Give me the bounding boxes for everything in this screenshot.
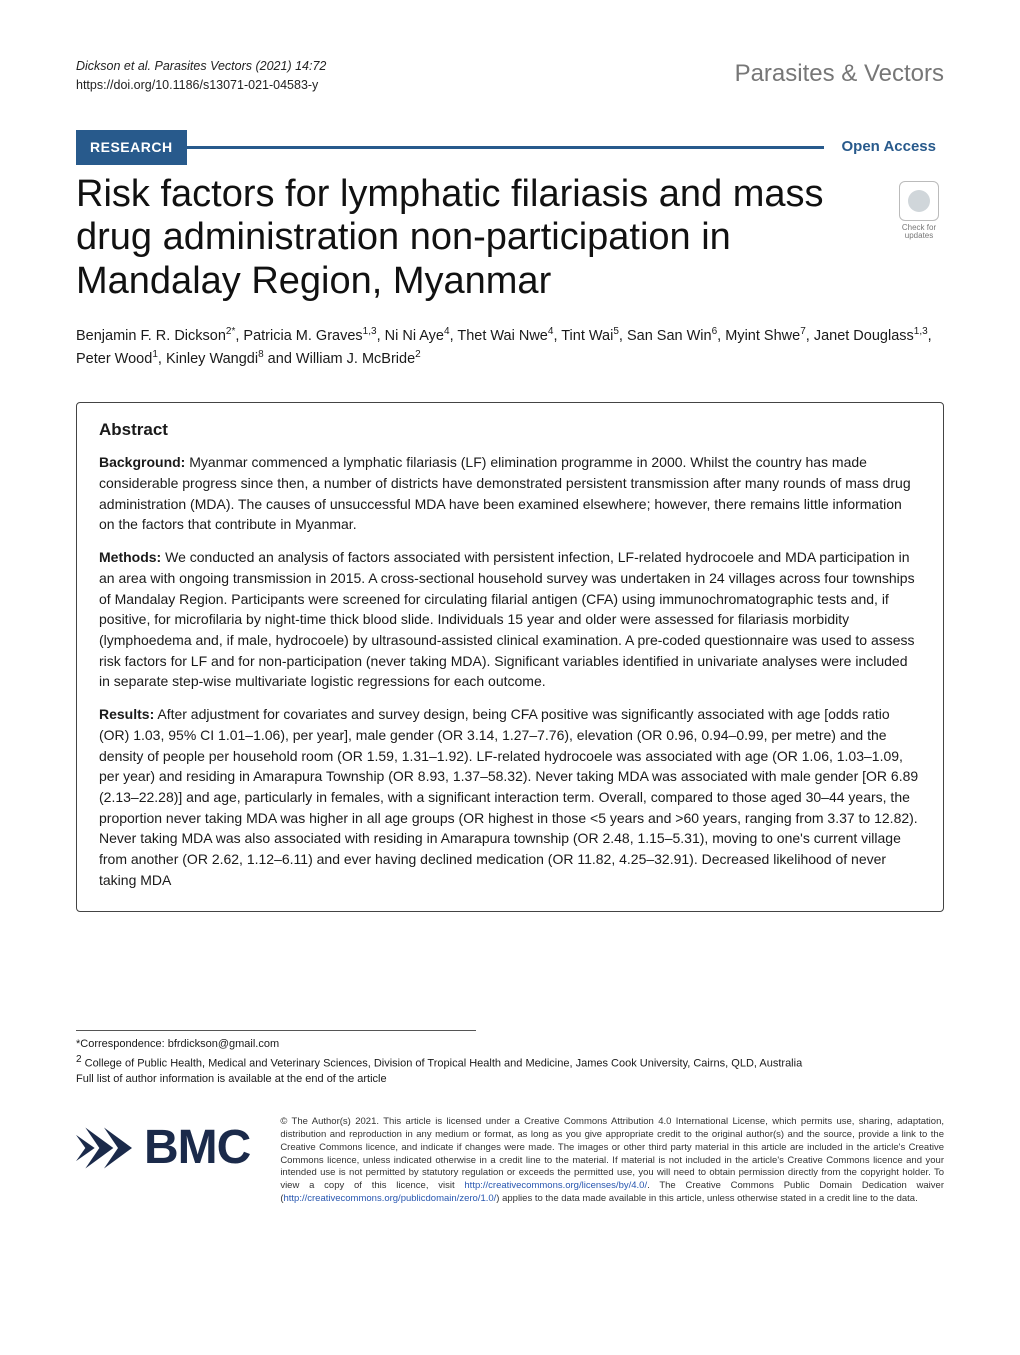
abstract-box: Abstract Background: Myanmar commenced a… [76,402,944,911]
affil: 4 [548,326,554,337]
bmc-logo-block: BMC [76,1116,250,1181]
author: San San Win [627,328,712,344]
abstract-results: Results: After adjustment for covariates… [99,704,921,890]
doi: https://doi.org/10.1186/s13071-021-04583… [76,77,326,94]
author: William J. McBride [296,351,415,367]
affil: 6 [712,326,718,337]
author: Thet Wai Nwe [457,328,548,344]
footer: BMC © The Author(s) 2021. This article i… [76,1116,944,1206]
journal-name: Parasites & Vectors [735,58,944,90]
abstract-heading: Abstract [99,419,921,442]
results-label: Results: [99,706,154,722]
affil: 2* [226,326,235,337]
license-link-cc0[interactable]: http://creativecommons.org/publicdomain/… [283,1193,496,1204]
author: Patricia M. Graves [243,328,362,344]
author: Myint Shwe [725,328,800,344]
affil: 4 [444,326,450,337]
affil: 7 [800,326,806,337]
background-text: Myanmar commenced a lymphatic filariasis… [99,454,911,532]
crossmark-label: Check for updates [894,224,944,242]
affil: 1,3 [914,326,928,337]
license-link-ccby[interactable]: http://creativecommons.org/licenses/by/4… [464,1180,647,1191]
results-text: After adjustment for covariates and surv… [99,706,918,888]
abstract-methods: Methods: We conducted an analysis of fac… [99,547,921,692]
author: Peter Wood [76,351,152,367]
title-row: Risk factors for lymphatic filariasis an… [76,173,944,304]
bmc-chevron-icon [76,1127,132,1169]
author-list: Benjamin F. R. Dickson2*, Patricia M. Gr… [76,324,944,371]
affil: 1,3 [363,326,377,337]
crossmark-line1: Check for [902,223,936,232]
page-header: Dickson et al. Parasites Vectors (2021) … [76,58,944,94]
bmc-text: BMC [144,1116,250,1181]
affil: 5 [613,326,619,337]
section-bar: RESEARCH Open Access [76,130,944,165]
author: Tint Wai [561,328,613,344]
correspondence-affiliation: 2 College of Public Health, Medical and … [76,1053,944,1073]
crossmark-widget[interactable]: Check for updates [894,181,944,242]
crossmark-circle-icon [908,190,930,212]
citation: Dickson et al. Parasites Vectors (2021) … [76,58,326,75]
correspondence-note: Full list of author information is avail… [76,1072,944,1088]
affil-text: College of Public Health, Medical and Ve… [82,1057,803,1069]
abstract-background: Background: Myanmar commenced a lymphati… [99,452,921,535]
section-bar-line [187,146,824,149]
affil: 1 [152,349,158,360]
methods-label: Methods: [99,549,161,565]
license-text: © The Author(s) 2021. This article is li… [280,1116,944,1206]
research-tag: RESEARCH [76,130,187,165]
citation-block: Dickson et al. Parasites Vectors (2021) … [76,58,326,94]
affil: 8 [258,349,264,360]
correspondence-block: *Correspondence: bfrdickson@gmail.com 2 … [76,1037,944,1088]
affil: 2 [415,349,421,360]
article-title: Risk factors for lymphatic filariasis an… [76,173,894,304]
correspondence-email: *Correspondence: bfrdickson@gmail.com [76,1037,944,1053]
author: Janet Douglass [814,328,914,344]
author: Kinley Wangdi [166,351,258,367]
author: Ni Ni Aye [385,328,444,344]
methods-text: We conducted an analysis of factors asso… [99,549,915,689]
footnote-rule [76,1030,476,1031]
open-access-label: Open Access [824,137,945,157]
license-post: ) applies to the data made available in … [496,1193,917,1204]
crossmark-line2: updates [905,231,933,240]
background-label: Background: [99,454,185,470]
crossmark-icon [899,181,939,221]
author: Benjamin F. R. Dickson [76,328,226,344]
